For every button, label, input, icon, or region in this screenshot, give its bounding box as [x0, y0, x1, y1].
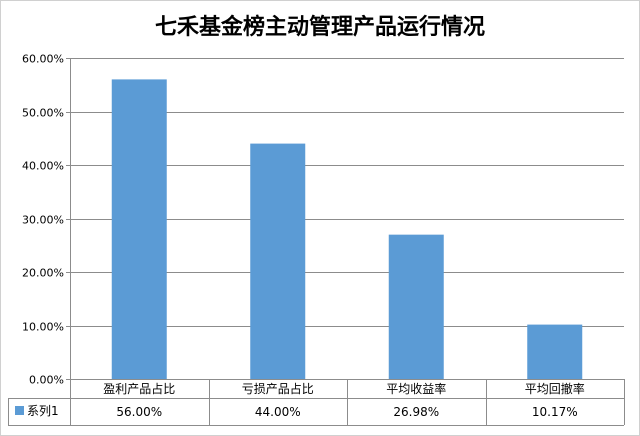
bar: [527, 324, 583, 379]
bar: [250, 143, 306, 379]
legend-label: 系列1: [27, 404, 59, 418]
x-category-label: 亏损产品占比: [242, 381, 314, 396]
bar: [388, 234, 444, 379]
data-label: 44.00%: [255, 405, 301, 419]
y-tick-label: 60.00%: [22, 53, 64, 66]
y-tick-label: 10.00%: [22, 321, 64, 334]
y-axis-ticks: 0.00% 10.00% 20.00% 30.00% 40.00% 50.00% 60.00…: [22, 53, 70, 387]
y-tick-label: 0.00%: [29, 374, 64, 387]
y-tick-label: 20.00%: [22, 267, 64, 280]
y-tick-label: 50.00%: [22, 107, 64, 120]
data-label: 56.00%: [116, 405, 162, 419]
legend-swatch: [15, 406, 24, 415]
x-category-label: 平均收益率: [386, 381, 446, 396]
bars: [111, 79, 583, 380]
data-label: 10.17%: [532, 405, 578, 419]
chart-title: 七禾基金榜主动管理产品运行情况: [155, 14, 485, 40]
x-category-label: 平均回撤率: [525, 381, 585, 396]
y-tick-label: 30.00%: [22, 214, 64, 227]
bar: [111, 79, 167, 380]
y-tick-label: 40.00%: [22, 160, 64, 173]
data-table: 盈利产品占比 56.00% 亏损产品占比 44.00% 平均收益率 26.98% 平均回撤率…: [8, 379, 625, 426]
data-label: 26.98%: [393, 405, 439, 419]
x-category-label: 盈利产品占比: [103, 381, 175, 396]
